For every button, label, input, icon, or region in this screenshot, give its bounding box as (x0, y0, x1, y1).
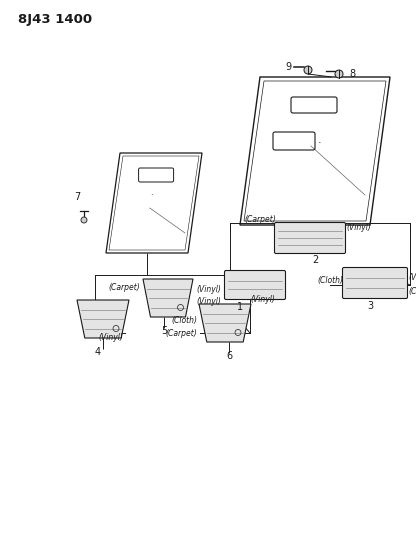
Text: 4: 4 (95, 347, 101, 357)
Circle shape (304, 66, 312, 74)
FancyBboxPatch shape (342, 268, 408, 298)
Text: (Carpet): (Carpet) (165, 328, 197, 337)
Text: 5: 5 (161, 326, 167, 336)
Text: 2: 2 (312, 255, 318, 265)
Polygon shape (77, 300, 129, 338)
Text: 7: 7 (74, 192, 80, 202)
Text: (Cloth): (Cloth) (171, 317, 197, 326)
Text: (Cloth): (Cloth) (317, 277, 343, 286)
FancyBboxPatch shape (275, 222, 346, 254)
Text: (Vinyl): (Vinyl) (250, 295, 275, 303)
Text: (Vinyl): (Vinyl) (98, 333, 123, 342)
Circle shape (81, 217, 87, 223)
Text: (Carpet): (Carpet) (408, 287, 416, 295)
Text: (Vinyl): (Vinyl) (196, 296, 221, 305)
Text: (Vinyl): (Vinyl) (196, 286, 221, 295)
Circle shape (335, 70, 343, 78)
Text: (Carpet): (Carpet) (244, 215, 276, 224)
Text: 8: 8 (349, 69, 355, 79)
Text: (Vinyl): (Vinyl) (408, 273, 416, 282)
FancyBboxPatch shape (225, 271, 285, 300)
Text: 3: 3 (367, 301, 373, 311)
Polygon shape (199, 304, 251, 342)
Text: ·: · (150, 191, 153, 200)
Text: (Vinyl): (Vinyl) (346, 223, 371, 232)
Text: 6: 6 (226, 351, 232, 361)
Text: 1: 1 (237, 302, 243, 312)
Text: 9: 9 (285, 62, 291, 72)
Text: 8J43 1400: 8J43 1400 (18, 13, 92, 26)
Text: (Carpet): (Carpet) (108, 284, 140, 293)
Polygon shape (143, 279, 193, 317)
Text: ·: · (318, 138, 322, 148)
